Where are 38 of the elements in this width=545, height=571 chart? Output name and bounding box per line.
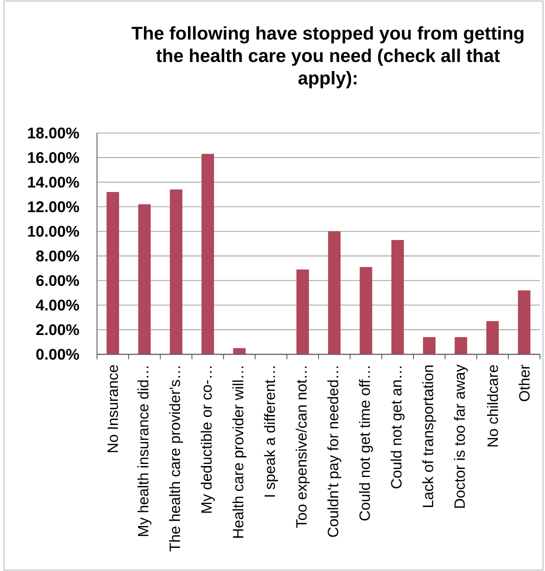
y-tick-label: 0.00% [36,348,80,360]
x-tick-label: Could not get time off… [359,366,373,520]
chart-title: The following have stopped you from getting the health care you need (check all that apply): [132,26,524,88]
x-tick-label: No Insurance [108,365,118,452]
bar [106,192,120,354]
bar [138,204,151,354]
bar [391,240,404,354]
x-tick-label: The health care provider's… [169,366,184,552]
bar [454,337,468,354]
bar [233,348,246,354]
bar [360,267,372,354]
bar [296,269,309,354]
x-tick-label: My health insurance did… [138,366,152,536]
bar [328,231,341,354]
x-tick-label: Could not get an… [390,366,405,488]
x-tick-label: Couldn't pay for needed… [327,366,342,537]
bar [486,321,499,354]
bar [518,290,530,354]
bar [170,190,182,354]
y-tick-label: 2.00% [36,324,80,336]
bar [202,154,214,354]
x-tick-label: Lack of transportation [422,365,436,507]
y-tick-label: 4.00% [36,300,80,311]
y-tick-label: 14.00% [28,176,80,188]
x-tick-label: Other [518,364,530,402]
x-tick-label: Too expensive/can not… [296,366,310,528]
x-tick-label: My deductible or co-… [200,366,215,513]
x-tick-label: Doctor is too far away [454,364,468,508]
x-tick-label: I speak a different… [264,366,278,497]
y-tick-label: 12.00% [28,201,80,212]
y-tick-label: 10.00% [28,226,80,237]
y-tick-label: 6.00% [36,275,80,286]
y-tick-label: 18.00% [28,128,80,138]
y-tick-label: 8.00% [36,250,80,262]
bar [423,337,436,354]
x-tick-label: Health care provider will… [232,366,246,538]
y-tick-label: 16.00% [28,152,80,164]
x-tick-label: No childcare [487,365,498,446]
